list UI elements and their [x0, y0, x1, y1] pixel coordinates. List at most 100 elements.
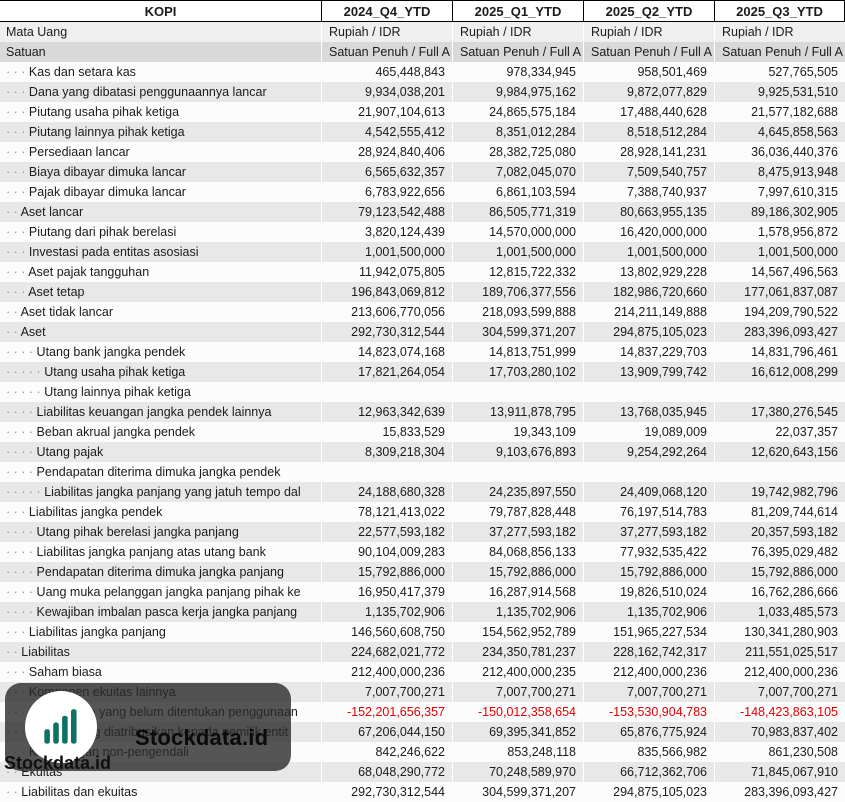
row-value: 19,742,982,796 — [714, 482, 845, 502]
row-value: 21,907,104,613 — [321, 102, 452, 122]
table-row: · · · · Pendapatan diterima dimuka jangk… — [0, 462, 845, 482]
indent-dots: · · · · — [6, 525, 37, 539]
row-value: 8,475,913,948 — [714, 162, 845, 182]
table-row: · · Ekuitas 68,048,290,772 70,248,589,970 6… — [0, 762, 845, 782]
ticker-header-cell: KOPI — [144, 4, 177, 19]
indent-dots: · · · — [6, 685, 29, 699]
row-value: 6,783,922,656 — [321, 182, 452, 202]
row-label-text: Ekuitas — [21, 765, 63, 779]
row-value: 37,277,593,182 — [452, 522, 583, 542]
table-row: · · · Komponen ekuitas lainnya 7,007,700,… — [0, 682, 845, 702]
row-value: 11,942,075,805 — [321, 262, 452, 282]
row-label: · · · · Saldo laba yang belum ditentukan… — [0, 702, 321, 722]
row-value: 7,388,740,937 — [583, 182, 714, 202]
row-value: 67,206,044,150 — [321, 722, 452, 742]
row-value: 7,997,610,315 — [714, 182, 845, 202]
row-label: · · · Liabilitas jangka pendek — [0, 502, 321, 522]
row-value: 182,986,720,660 — [583, 282, 714, 302]
row-label: · · · Aset tetap — [0, 282, 321, 302]
row-value: 28,924,840,406 — [321, 142, 452, 162]
indent-dots: · · · · — [6, 345, 37, 359]
indent-dots: · · — [6, 645, 22, 659]
row-value: 218,093,599,888 — [452, 302, 583, 322]
meta-row: Satuan Satuan Penuh / Full A Satuan Penuh … — [0, 42, 845, 62]
row-value: 146,560,608,750 — [321, 622, 452, 642]
row-value: 7,007,700,271 — [452, 682, 583, 702]
row-value — [714, 462, 845, 482]
row-value: 13,909,799,742 — [583, 362, 714, 382]
column-header-2025-q3: 2025_Q3_YTD — [714, 1, 845, 21]
meta-row-value: Rupiah / IDR — [321, 22, 452, 42]
row-value: 1,001,500,000 — [452, 242, 583, 262]
row-value: 70,983,837,402 — [714, 722, 845, 742]
row-value: 79,123,542,488 — [321, 202, 452, 222]
row-value: 76,395,029,482 — [714, 542, 845, 562]
row-value: 15,792,886,000 — [714, 562, 845, 582]
row-label-text: Aset lancar — [20, 205, 84, 219]
table-row: · · · · Utang bank jangka pendek 14,823,0… — [0, 342, 845, 362]
row-value: 84,068,856,133 — [452, 542, 583, 562]
row-value — [714, 382, 845, 402]
row-label: · · · · · Utang usaha pihak ketiga — [0, 362, 321, 382]
row-value: 81,209,744,614 — [714, 502, 845, 522]
row-value: 71,845,067,910 — [714, 762, 845, 782]
row-value: 7,082,045,070 — [452, 162, 583, 182]
row-value: 212,400,000,236 — [583, 662, 714, 682]
row-value: -150,012,358,654 — [452, 702, 583, 722]
row-label-text: Liabilitas jangka pendek — [28, 505, 163, 519]
row-label-text: Liabilitas jangka panjang — [28, 625, 166, 639]
row-label-text: Pajak dibayar dimuka lancar — [28, 185, 186, 199]
row-value: 224,682,021,772 — [321, 642, 452, 662]
column-header-2024-q4: 2024_Q4_YTD — [321, 1, 452, 21]
row-value: 212,400,000,235 — [452, 662, 583, 682]
meta-row-value: Rupiah / IDR — [583, 22, 714, 42]
row-label-text: Pendapatan diterima dimuka jangka pendek — [36, 465, 281, 479]
table-row: · · Aset tidak lancar 213,606,770,056 218,… — [0, 302, 845, 322]
row-value: 14,823,074,168 — [321, 342, 452, 362]
table-row: · · · Piutang usaha pihak ketiga 21,907,1… — [0, 102, 845, 122]
indent-dots: · · — [6, 765, 22, 779]
meta-row-label: Satuan — [6, 45, 46, 59]
table-row: · · · · · Utang lainnya pihak ketiga — [0, 382, 845, 402]
row-label-text: Komponen ekuitas lainnya — [28, 685, 176, 699]
row-value: 19,826,510,024 — [583, 582, 714, 602]
indent-dots: · · — [6, 785, 22, 799]
table-row: · · · · · Liabilitas jangka panjang yang… — [0, 482, 845, 502]
row-label: · · · · Liabilitas keuangan jangka pende… — [0, 402, 321, 422]
indent-dots: · · · — [6, 65, 29, 79]
row-label: · · · · Utang pihak berelasi jangka panj… — [0, 522, 321, 542]
indent-dots: · · · — [6, 665, 29, 679]
row-value: 194,209,790,522 — [714, 302, 845, 322]
row-label: · · Ekuitas — [0, 762, 321, 782]
row-value: 16,287,914,568 — [452, 582, 583, 602]
row-value: 9,872,077,829 — [583, 82, 714, 102]
table-row: · · · Aset tetap 196,843,069,812 189,706,3… — [0, 282, 845, 302]
indent-dots: · · · — [6, 505, 29, 519]
column-header-2025-q1: 2025_Q1_YTD — [452, 1, 583, 21]
row-value: 22,037,357 — [714, 422, 845, 442]
row-value: 15,792,886,000 — [452, 562, 583, 582]
row-value: 15,792,886,000 — [321, 562, 452, 582]
row-label-text: Piutang usaha pihak ketiga — [28, 105, 180, 119]
row-value: 14,567,496,563 — [714, 262, 845, 282]
indent-dots: · · · — [6, 225, 29, 239]
row-value: 90,104,009,283 — [321, 542, 452, 562]
row-label: · · Aset tidak lancar — [0, 302, 321, 322]
row-label: · · · Saham biasa — [0, 662, 321, 682]
row-label-text: Utang pajak — [36, 445, 104, 459]
row-value: 213,606,770,056 — [321, 302, 452, 322]
row-value — [321, 462, 452, 482]
indent-dots: · · · · — [6, 565, 37, 579]
row-value: 527,765,505 — [714, 62, 845, 82]
row-label-text: Liabilitas keuangan jangka pendek lainny… — [36, 405, 272, 419]
row-value: 9,254,292,264 — [583, 442, 714, 462]
row-label-text: Utang usaha pihak ketiga — [44, 365, 186, 379]
row-value: 66,712,362,706 — [583, 762, 714, 782]
indent-dots: · · · · — [6, 605, 37, 619]
indent-dots: · · · · — [6, 705, 37, 719]
row-label: · · · Persediaan lancar — [0, 142, 321, 162]
row-value: 28,928,141,231 — [583, 142, 714, 162]
row-value: 19,343,109 — [452, 422, 583, 442]
table-row: · · Liabilitas 224,682,021,772 234,350,781… — [0, 642, 845, 662]
